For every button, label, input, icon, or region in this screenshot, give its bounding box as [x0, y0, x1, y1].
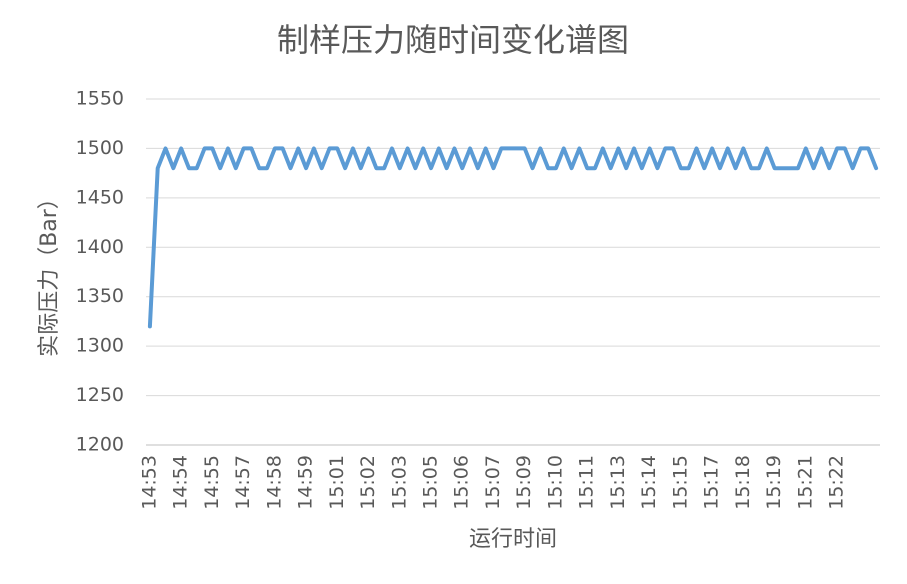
x-tick-label: 15:22	[826, 455, 848, 510]
x-tick-label: 15:05	[420, 455, 442, 510]
x-tick-label: 15:03	[388, 455, 410, 510]
x-tick-label: 15:14	[638, 455, 660, 510]
x-tick-label: 14:58	[263, 455, 285, 510]
x-tick-label: 15:21	[794, 455, 816, 510]
y-axis-title: 实际压力（Bar）	[37, 187, 62, 357]
x-tick-label: 15:09	[513, 455, 535, 510]
x-tick-label: 14:57	[232, 455, 254, 510]
y-tick-label: 1500	[76, 137, 124, 159]
y-tick-label: 1450	[76, 186, 124, 208]
x-tick-label: 15:02	[357, 455, 379, 510]
y-tick-label: 1350	[76, 285, 124, 307]
x-tick-label: 14:54	[170, 455, 192, 510]
line-series	[147, 146, 879, 329]
x-tick-label: 15:17	[701, 455, 723, 510]
y-tick-label: 1250	[76, 384, 124, 406]
x-tick-label: 15:06	[451, 455, 473, 510]
x-tick-label: 15:18	[732, 455, 754, 510]
x-tick-label: 15:10	[544, 455, 566, 510]
y-tick-label: 1300	[76, 335, 124, 357]
x-axis-title: 运行时间	[469, 527, 557, 552]
x-tick-label: 15:15	[669, 455, 691, 510]
x-tick-label: 15:01	[326, 455, 348, 510]
y-tick-label: 1200	[76, 434, 124, 456]
chart-title: 制样压力随时间变化谱图	[277, 21, 629, 59]
x-tick-label: 14:55	[201, 455, 223, 510]
y-tick-label: 1550	[76, 88, 124, 110]
x-tick-label: 14:53	[138, 455, 160, 510]
x-tick-label: 15:07	[482, 455, 504, 510]
y-tick-label: 1400	[76, 236, 124, 258]
x-tick-label: 15:19	[763, 455, 785, 510]
x-tick-label: 14:59	[295, 455, 317, 510]
x-tick-label: 15:11	[576, 455, 598, 510]
x-tick-label: 15:13	[607, 455, 629, 510]
